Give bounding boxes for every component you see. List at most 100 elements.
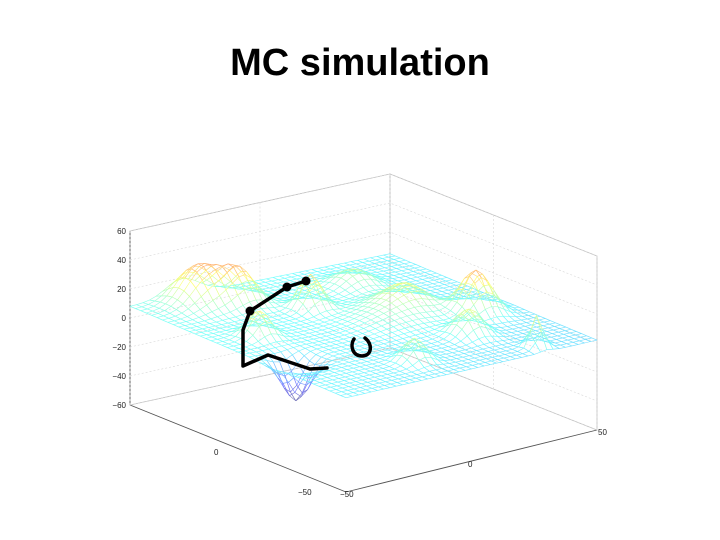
mesh-line [254, 308, 262, 311]
mesh-line [455, 283, 463, 286]
mesh-line [364, 296, 372, 300]
mesh-line [438, 310, 445, 315]
mesh-line [191, 323, 198, 327]
mesh-line [485, 327, 493, 331]
mesh-line [189, 287, 197, 297]
mesh-line [382, 256, 389, 259]
mesh-line [335, 342, 343, 345]
mesh-line [346, 367, 354, 370]
mesh-line [344, 380, 350, 384]
mesh-line [298, 326, 306, 329]
mesh-line [443, 338, 450, 343]
mesh-line [173, 322, 180, 325]
mesh-line [498, 332, 505, 337]
mesh-line [337, 296, 345, 300]
mesh-line [546, 331, 553, 334]
mesh-line [284, 277, 291, 281]
mesh-line [194, 302, 201, 310]
mesh-line [426, 336, 433, 340]
mesh-line [309, 292, 316, 295]
mesh-line [201, 279, 207, 284]
mesh-line [404, 377, 410, 380]
mesh-line [233, 325, 239, 328]
mesh-line [280, 349, 288, 353]
mesh-line [229, 311, 236, 318]
mesh-line [259, 279, 266, 283]
mesh-line [208, 327, 215, 331]
mesh-line [328, 326, 335, 329]
mesh-line [417, 276, 423, 280]
mesh-line [364, 368, 371, 372]
mesh-line [403, 290, 410, 293]
mesh-line [384, 359, 391, 362]
mesh-line [317, 323, 324, 327]
mesh-line [358, 325, 364, 329]
mesh-line [221, 324, 228, 328]
mesh-line [342, 300, 349, 303]
mesh-line [220, 272, 228, 280]
mesh-line [372, 362, 379, 365]
mesh-line [249, 351, 257, 354]
mesh-line [275, 325, 282, 328]
mesh-line [298, 328, 305, 332]
mesh-line [358, 370, 365, 374]
mesh-line [523, 347, 530, 352]
mesh-line [270, 333, 277, 342]
mesh-line [503, 300, 510, 304]
mesh-line [211, 335, 219, 338]
mesh-line [389, 366, 395, 370]
mesh-line [391, 302, 397, 308]
mesh-line [314, 378, 321, 381]
mesh-line [348, 267, 355, 269]
mesh-line [371, 292, 378, 297]
mesh-line [455, 336, 462, 342]
mesh-line [480, 356, 487, 360]
mesh-line [380, 260, 388, 263]
mesh-line [296, 312, 303, 317]
mesh-line [305, 325, 312, 328]
mesh-line [261, 308, 267, 315]
mesh-line [379, 381, 386, 384]
mesh-line [392, 278, 399, 282]
mesh-line [484, 295, 491, 298]
mesh-line [526, 321, 533, 323]
mesh-line [457, 278, 465, 290]
mesh-line [320, 364, 326, 366]
mesh-line [487, 351, 494, 355]
mesh-line [442, 341, 450, 345]
mesh-line [361, 306, 369, 311]
mesh-line [328, 270, 336, 273]
mesh-line [395, 342, 402, 345]
mesh-line [199, 304, 207, 310]
mesh-line [441, 274, 448, 278]
mesh-line [177, 299, 184, 305]
mesh-line [268, 348, 275, 354]
mesh-line [475, 295, 482, 298]
mesh-line [366, 384, 373, 387]
mesh-line [319, 298, 326, 300]
mesh-line [435, 291, 443, 293]
mesh-line [483, 344, 490, 348]
mesh-line [332, 378, 339, 381]
mesh-line [374, 333, 380, 338]
mesh-line [415, 280, 422, 284]
mesh-line [562, 337, 568, 341]
mesh-line [411, 369, 418, 373]
mesh-line [249, 299, 257, 303]
mesh-line [339, 280, 347, 287]
mesh-line [385, 381, 391, 385]
mesh-line [536, 315, 542, 334]
mesh-line [355, 381, 362, 385]
mesh-line [355, 379, 363, 382]
mesh-line [357, 328, 364, 332]
mesh-line [206, 304, 213, 312]
mesh-line [151, 313, 159, 316]
mesh-line [372, 363, 378, 367]
mesh-line [448, 365, 455, 368]
mesh-line [274, 288, 282, 291]
mesh-line [347, 269, 355, 273]
mesh-line [344, 262, 350, 266]
mesh-line [383, 341, 391, 344]
mesh-line [319, 276, 327, 279]
mesh-line [456, 356, 463, 359]
